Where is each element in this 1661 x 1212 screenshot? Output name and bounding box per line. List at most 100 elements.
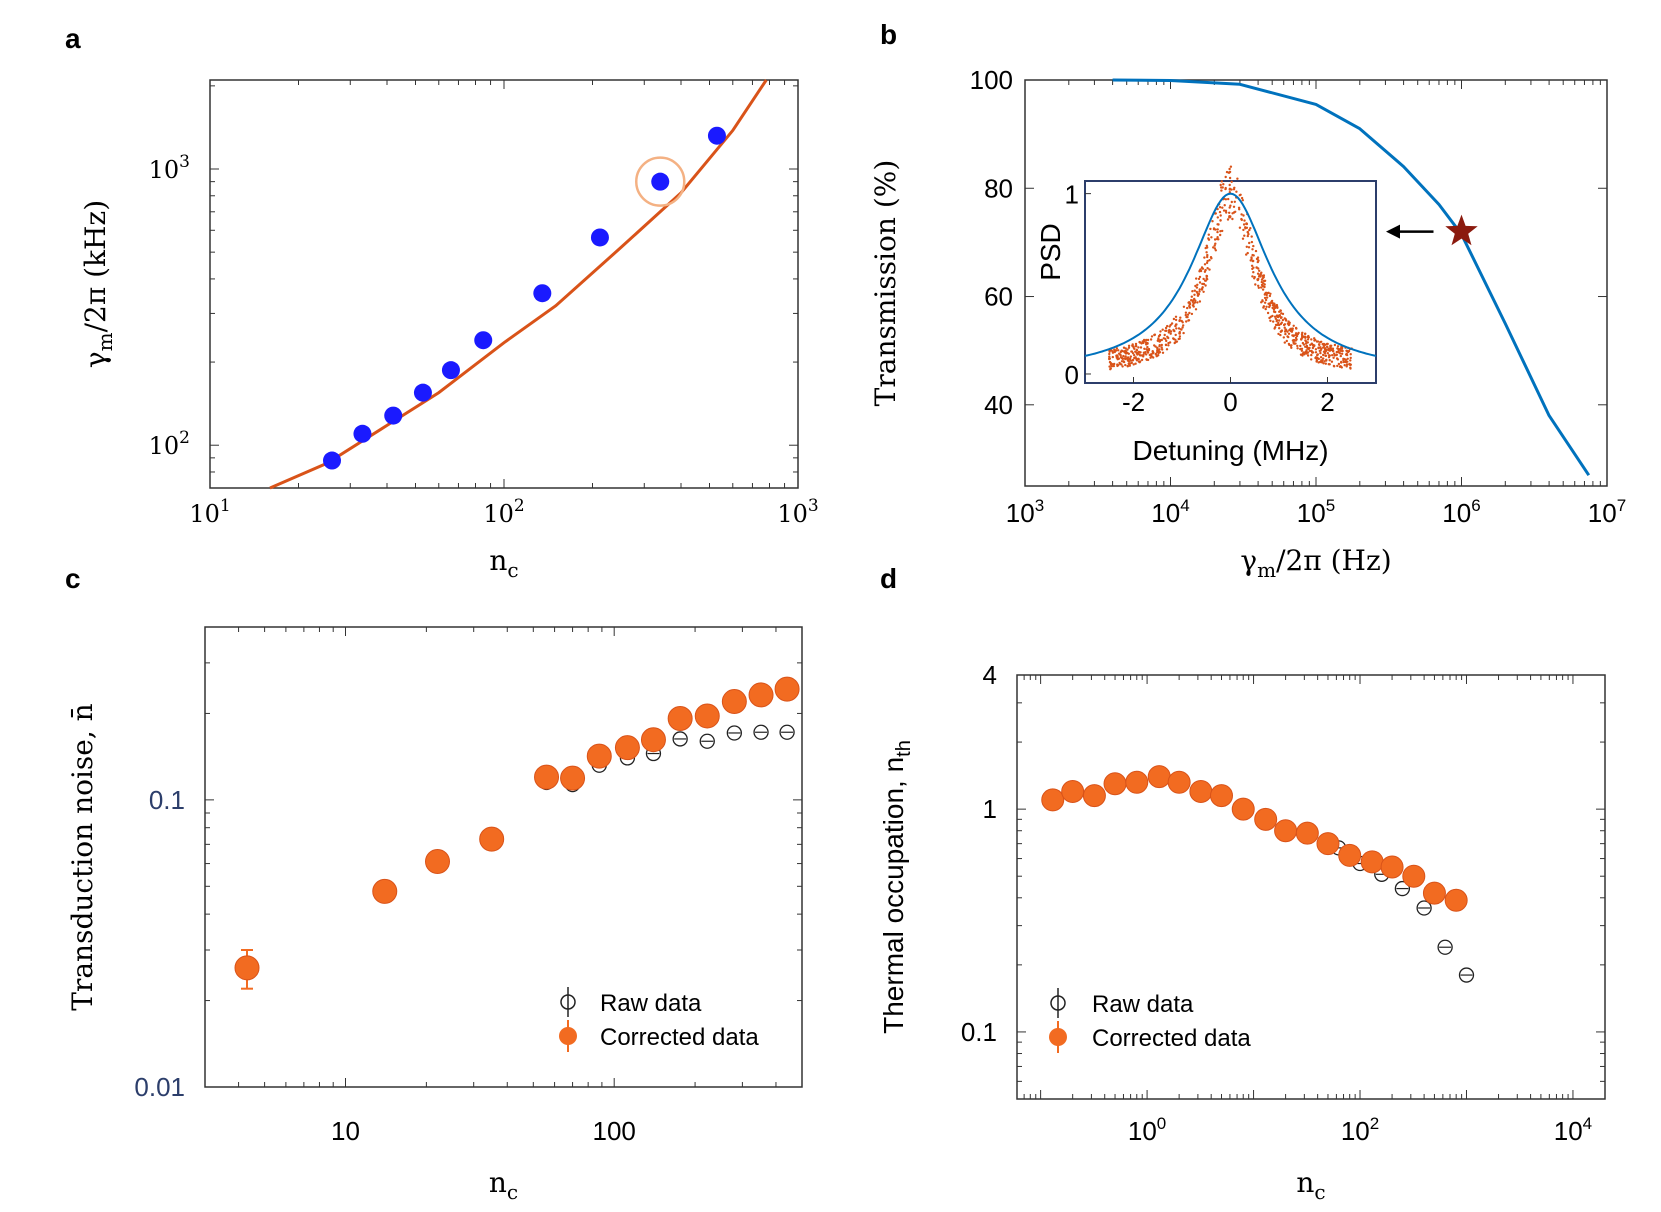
panel-b-inset-data-dot	[1191, 290, 1194, 293]
panel-b-inset-data-dot	[1285, 339, 1289, 343]
panel-b-inset-data-dot	[1115, 354, 1119, 357]
panel-b-inset-data-dot	[1203, 256, 1206, 259]
panel-b-inset-data-dot	[1310, 342, 1314, 346]
panel-b-inset-data-dot	[1254, 283, 1257, 286]
panel-b-inset-data-dot	[1134, 350, 1137, 353]
panel-b-inset-data-dot	[1340, 361, 1343, 364]
panel-b-inset-data-dot	[1248, 228, 1251, 232]
panel-a-data-point	[590, 228, 609, 247]
panel-b-inset-data-dot	[1272, 320, 1275, 323]
panel-b-inset-data-dot	[1186, 315, 1189, 319]
panel-b-inset-data-dot	[1251, 253, 1254, 257]
panel-b-inset-data-dot	[1190, 295, 1194, 298]
panel-b-inset-data-dot	[1158, 344, 1161, 347]
panel-b-inset-data-dot	[1245, 253, 1248, 256]
panel-b-inset-data-dot	[1139, 360, 1142, 363]
panel-c-raw-point	[699, 733, 715, 749]
panel-b-inset-data-dot	[1314, 356, 1317, 360]
panel-b-inset-data-dot	[1264, 291, 1268, 294]
panel-b-inset-data-dot	[1142, 351, 1146, 354]
panel-b-inset-data-dot	[1296, 344, 1299, 348]
panel-b-inset-data-dot	[1130, 361, 1134, 365]
panel-b-inset-data-dot	[1117, 352, 1121, 355]
panel-b-inset-data-dot	[1345, 365, 1348, 368]
panel-b-inset-data-dot	[1262, 306, 1265, 309]
panel-b-inset-data-dot	[1279, 330, 1283, 333]
legend-c-corrected-label: Corrected data	[600, 1024, 759, 1051]
panel-b-inset-data-dot	[1150, 335, 1154, 338]
panel-b-inset-data-dot	[1168, 330, 1171, 333]
panel-b-inset-data-dot	[1325, 345, 1329, 349]
panel-b-inset-data-dot	[1227, 197, 1230, 201]
panel-b-inset-data-dot	[1219, 230, 1222, 233]
panel-b-inset-data-dot	[1299, 347, 1302, 351]
panel-b-inset-data-dot	[1196, 301, 1199, 304]
panel-b-inset-data-dot	[1228, 183, 1231, 187]
panel-b-inset-data-dot	[1302, 351, 1306, 354]
panel-a-xlabel: nc	[489, 544, 518, 582]
panel-b-inset-data-dot	[1167, 341, 1170, 345]
panel-b-inset-data-dot	[1318, 349, 1322, 353]
panel-b-inset-data-dot	[1346, 360, 1349, 363]
panel-b-inset-data-dot	[1174, 341, 1177, 344]
panel-c-corrected-point	[774, 676, 800, 702]
panel-b-inset-data-dot	[1271, 314, 1274, 318]
panel-b-inset-data-dot	[1159, 330, 1162, 333]
panel-b-inset-data-dot	[1317, 357, 1321, 361]
panel-b-inset-data-dot	[1209, 227, 1212, 231]
panel-a-data-point	[441, 361, 460, 380]
panel-c-corrected-point	[425, 849, 451, 875]
legend-c-corrected-marker	[559, 1027, 577, 1045]
legend-c: Raw data Corrected data	[559, 987, 759, 1052]
panel-b-inset-data-dot	[1228, 188, 1232, 191]
legend-d-corrected-label: Corrected data	[1092, 1025, 1251, 1052]
panel-b-inset-data-dot	[1260, 280, 1264, 284]
panel-b-inset-data-dot	[1349, 359, 1352, 362]
panel-b-inset-data-dot	[1112, 363, 1115, 366]
panel-b-inset-data-dot	[1220, 189, 1223, 192]
panel-b-inset-data-dot	[1333, 354, 1336, 357]
panel-b-inset-data-dot	[1194, 284, 1197, 288]
panel-d-xtick-label: 104	[1554, 1114, 1592, 1146]
panel-c-corrected-point	[234, 955, 260, 981]
panel-b-inset-data-dot	[1277, 332, 1280, 336]
panel-b-inset-data-dot	[1269, 319, 1272, 322]
panel-b-inset-data-dot	[1317, 343, 1321, 346]
panel-b-inset-data-dot	[1310, 353, 1313, 357]
panel-b-inset-data-dot	[1110, 349, 1113, 352]
panel-b-inset-data-dot	[1337, 362, 1341, 366]
panel-b-inset-data-dot	[1242, 223, 1246, 226]
panel-b-inset-data-dot	[1161, 348, 1164, 351]
panel-b-inset-data-dot	[1228, 206, 1231, 209]
panel-b-inset-data-dot	[1317, 361, 1320, 364]
panel-b-inset-data-dot	[1164, 343, 1168, 347]
panel-b-inset-data-dot	[1293, 342, 1296, 345]
panel-b-inset-data-dot	[1228, 171, 1231, 174]
panel-b-inset-data-dot	[1341, 349, 1344, 353]
panel-b-inset-data-dot	[1263, 301, 1267, 304]
panel-letter-d: d	[880, 563, 897, 594]
panel-b-inset-data-dot	[1340, 352, 1344, 355]
panel-b-inset-data-dot	[1188, 311, 1191, 315]
panel-c-xtick-label: 100	[592, 1116, 635, 1146]
panel-b-inset-data-dot	[1232, 188, 1236, 191]
panel-d-corrected-point	[1103, 772, 1127, 796]
panel-b-inset-data-dot	[1136, 353, 1139, 356]
panel-b-inset-data-dot	[1339, 347, 1343, 350]
panel-b-inset-data-dot	[1190, 312, 1194, 316]
panel-c-ytick-label: 0.01	[134, 1072, 185, 1102]
panel-d-corrected-point	[1061, 779, 1085, 803]
panel-d-ytick-label: 4	[983, 660, 997, 690]
panel-d-corrected-point	[1041, 788, 1065, 812]
panel-c-raw-point	[779, 724, 795, 740]
panel-b-inset-data-dot	[1119, 354, 1122, 357]
panel-b-inset-data-dot	[1280, 316, 1283, 319]
panel-b-inset-data-dot	[1265, 296, 1269, 299]
panel-b-inset-data-dot	[1323, 360, 1326, 363]
panel-b-inset-data-dot	[1287, 335, 1290, 339]
panel-b-inset-data-dot	[1319, 351, 1322, 355]
panel-b-inset-data-dot	[1160, 346, 1163, 349]
panel-b-inset-data-dot	[1128, 364, 1132, 367]
panel-b-inset-data-dot	[1199, 269, 1203, 273]
panel-d-corrected-point	[1125, 770, 1149, 794]
